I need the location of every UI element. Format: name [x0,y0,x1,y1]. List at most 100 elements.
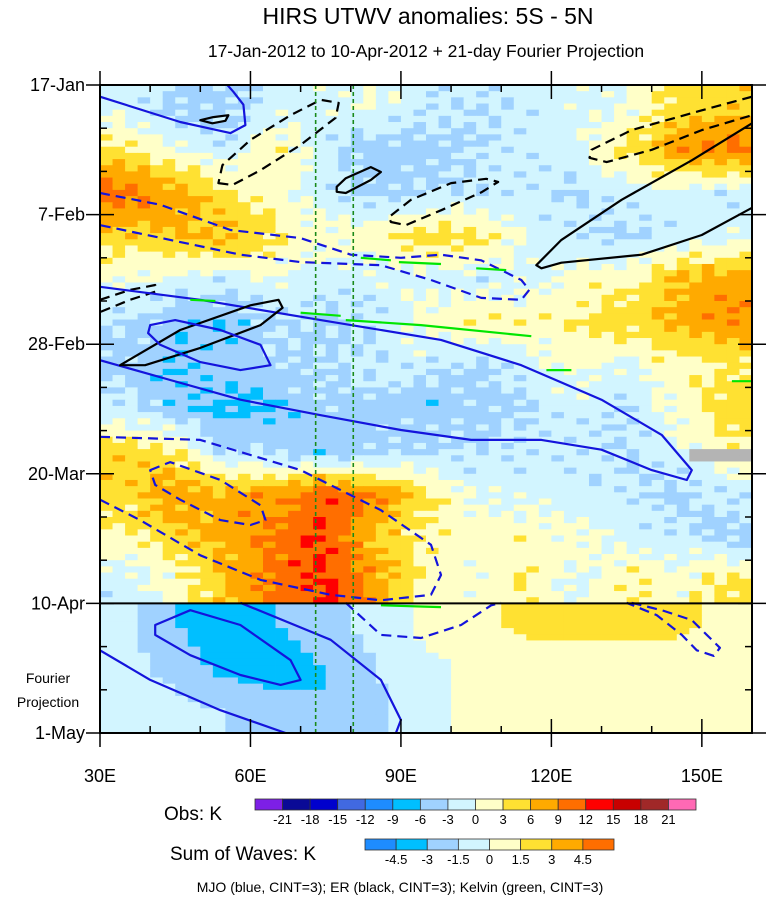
heat-cell [200,591,214,598]
heat-cell [225,177,239,185]
heat-cell [150,442,164,450]
heat-cell [639,541,653,549]
heat-cell [676,566,690,573]
heat-cell [363,628,377,635]
heat-cell [576,301,590,308]
heat-cell [237,350,251,357]
heat-cell [200,603,214,610]
heat-cell [438,134,452,141]
heat-cell [225,523,239,530]
heat-cell [501,109,515,117]
heat-cell [676,202,690,209]
heat-cell [313,578,327,586]
heat-cell [676,356,690,364]
heat-cell [250,134,264,141]
heat-cell [614,325,628,333]
heat-cell [187,171,201,178]
heat-cell [250,103,264,111]
heat-cell [275,566,289,573]
heat-cell [501,646,515,654]
heat-cell [576,615,590,623]
heat-cell [576,128,590,135]
heat-cell [701,171,715,178]
heat-cell [526,646,540,654]
heat-cell [162,547,176,555]
heat-cell [112,467,126,475]
heat-cell [400,387,414,394]
heat-cell [513,251,527,259]
heat-cell [250,257,264,265]
heat-cell [551,115,565,123]
heat-cell [664,331,678,339]
heat-cell [726,257,740,265]
heat-cell [137,146,151,154]
heat-cell [162,671,176,678]
heat-cell [726,202,740,209]
heat-cell [237,652,251,660]
heat-cell [350,288,364,296]
heat-cell [212,331,226,339]
heat-cell [451,381,465,388]
heat-cell [664,91,678,98]
heat-cell [375,615,389,623]
heat-cell [212,270,226,277]
heat-cell [676,665,690,672]
heat-cell [488,97,502,104]
heat-cell [664,436,678,444]
heat-cell [726,510,740,518]
heat-cell [614,492,628,499]
heat-cell [551,362,565,370]
heat-cell [400,517,414,524]
heat-cell [576,177,590,185]
heat-cell [526,449,540,456]
heat-cell [451,523,465,530]
heat-cell [112,208,126,215]
heat-cell [576,171,590,178]
heat-cell [100,609,113,617]
heat-cell [676,486,690,493]
heat-cell [363,196,377,203]
heat-cell [538,603,552,610]
heat-cell [739,634,753,641]
heat-cell [212,282,226,290]
heat-cell [300,603,314,610]
heat-cell [187,152,201,160]
heat-cell [375,208,389,215]
heat-cell [426,91,439,98]
heat-cell [325,442,339,450]
heat-cell [476,165,490,172]
heat-cell [325,634,339,641]
heat-cell [137,103,151,111]
heat-cell [112,677,126,685]
heat-cell [488,152,502,160]
heat-cell [551,301,565,308]
heat-cell [100,652,113,660]
heat-cell [488,375,502,382]
heat-cell [639,436,653,444]
heat-cell [451,473,465,481]
heat-cell [538,405,552,413]
heat-cell [300,177,314,185]
heat-cell [463,473,477,481]
heat-cell [112,517,126,524]
heat-cell [651,387,665,394]
heat-cell [626,97,640,104]
heat-cell [400,103,414,111]
heat-cell [137,492,151,499]
heat-cell [375,597,389,604]
heat-cell [125,344,139,351]
heat-cell [363,276,377,283]
heat-cell [212,257,226,265]
heat-cell [714,615,728,623]
heat-cell [488,479,502,487]
heat-cell [626,270,640,277]
heat-cell [388,523,402,530]
heat-cell [614,646,628,654]
heat-cell [601,214,615,222]
heat-cell [726,560,740,567]
heat-cell [651,307,665,314]
heat-cell [162,171,176,178]
heat-cell [664,381,678,388]
heat-cell [664,591,678,598]
heat-cell [601,535,615,543]
